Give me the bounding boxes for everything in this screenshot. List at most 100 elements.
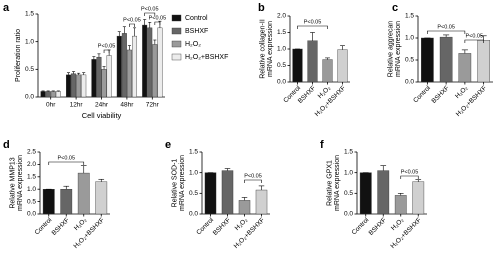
legend-swatch [171,53,182,61]
bar [121,33,127,98]
x-tick-label: H₂O₂+BSHXF [233,217,266,250]
significance-label: P<0.05 [141,6,159,12]
y-axis-label: Relative GPX1 [326,160,333,206]
bar [132,35,138,98]
y-tick-label: 1.0 [277,46,286,53]
bar [238,200,251,215]
bar [307,40,318,83]
y-axis-label: mRNA expression [17,155,24,211]
legend-swatch [171,14,182,22]
y-tick-label: 2.5 [27,149,36,156]
y-tick-label: 1.5 [189,149,198,156]
bar [152,44,158,98]
x-axis-label: Cell viability [82,111,122,120]
bar [142,24,148,98]
legend-label: BSHXF [185,28,208,35]
bar [292,48,303,83]
y-tick-label: 1.0 [25,38,34,45]
x-tick-label: 48hr [120,102,134,109]
bar [71,73,77,98]
y-tick-label: 0.0 [277,79,286,86]
panel-letter: f [320,139,324,151]
x-tick-label: BSHXF [51,217,71,237]
significance-bracket [244,179,262,183]
y-tick-label: 1.0 [27,186,36,193]
bar [96,56,102,98]
significance-label: P<0.05 [149,15,167,21]
bar [157,27,163,98]
bar [77,172,90,215]
x-tick-label: Control [412,84,432,104]
bar [91,59,97,98]
bar [65,74,71,98]
y-tick-label: 1.0 [405,35,414,42]
y-tick-label: 1.5 [277,29,286,36]
y-axis-label: mRNA expression [334,155,341,211]
bar [40,91,46,98]
y-tick-label: 0.5 [189,190,198,197]
y-tick-label: 0.5 [25,66,34,73]
y-axis-label: Relative collagen-II [259,19,266,79]
panel-letter: e [165,139,171,151]
bar [95,181,108,215]
y-tick-label: 0.0 [189,211,198,218]
legend-label: H₂O₂+BSHXF [185,54,228,61]
panel-letter: b [258,2,265,14]
bar [101,69,107,98]
bar [477,40,490,83]
bar [337,49,348,83]
y-tick-label: 0.0 [405,79,414,86]
bar [377,170,390,215]
legend-label: H₂O₂ [185,41,201,48]
legend-label: Control [185,15,208,22]
significance-bracket [154,21,161,25]
y-axis-label: mRNA expression [395,21,402,77]
significance-bracket [400,175,419,179]
bar [439,36,453,83]
y-tick-label: 1.5 [27,174,36,181]
bar [60,188,73,215]
significance-bracket [103,49,110,53]
y-tick-label: 0.5 [405,57,414,64]
x-tick-label: BSHXF [368,217,388,237]
y-tick-label: 0.0 [344,211,353,218]
bar [81,74,87,98]
y-tick-label: 2.0 [277,13,286,20]
bar [204,172,217,215]
bar [412,181,425,215]
y-tick-label: 1.5 [344,149,353,156]
bar [322,59,333,83]
significance-label: P<0.05 [123,17,141,23]
significance-bracket [144,12,156,16]
x-tick-label: 12hr [70,102,84,109]
y-axis-label: Relative SOD-1 [171,159,178,208]
bar [394,195,407,215]
x-tick-label: 0hr [46,102,56,109]
significance-bracket [297,25,328,29]
significance-label: P<0.05 [437,24,455,30]
significance-label: P<0.05 [57,155,75,161]
x-tick-label: H₂O₂ [73,216,89,232]
significance-bracket [427,30,466,34]
x-tick-label: 72hr [146,102,160,109]
y-axis-label: Proliferation ratio [15,29,22,82]
x-tick-label: BSHXF [430,85,450,105]
bar [458,53,472,83]
y-axis-label: Relative aggrecan [387,21,394,78]
significance-bracket [129,23,135,27]
bar [42,188,55,215]
y-tick-label: 0.0 [25,94,34,101]
bar [221,170,234,215]
significance-label: P<0.05 [401,169,419,175]
y-tick-label: 1.5 [405,13,414,20]
y-tick-label: 1.5 [25,11,34,18]
x-tick-label: 24hr [95,102,109,109]
legend-swatch [171,27,182,35]
bar [55,91,61,98]
y-tick-label: 0.5 [277,62,286,69]
y-axis-label: mRNA expression [179,155,186,211]
legend-swatch [171,40,182,48]
bar [50,91,56,98]
panel-letter: c [392,2,398,14]
y-tick-label: 1.0 [344,169,353,176]
